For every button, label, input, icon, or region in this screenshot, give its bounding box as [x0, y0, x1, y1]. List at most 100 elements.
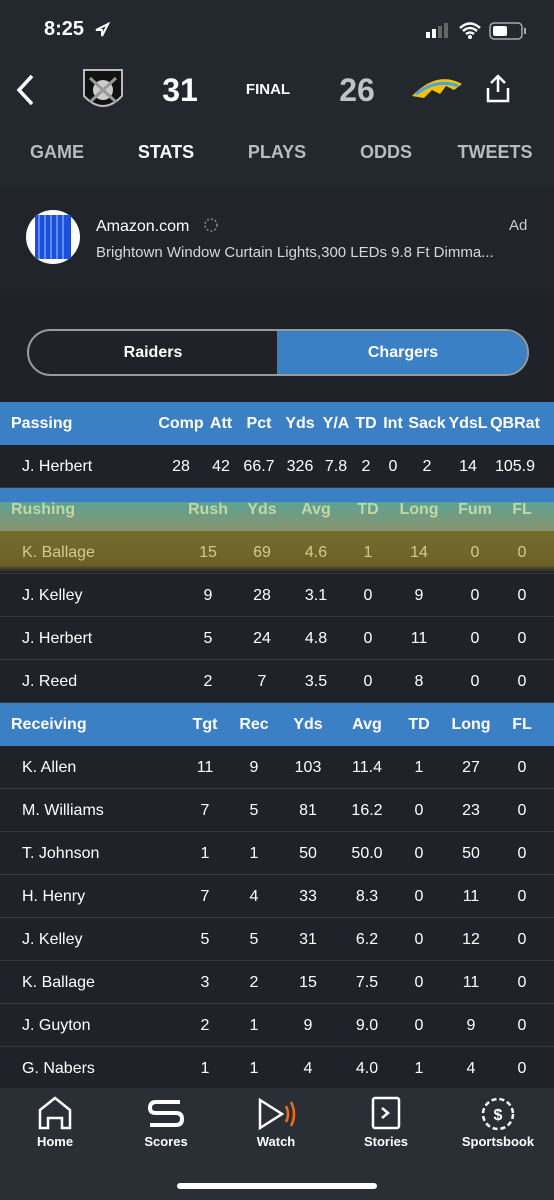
stat-value: 3.1 [304, 587, 328, 604]
column-header: Long [399, 501, 439, 518]
stat-value: 0 [363, 630, 373, 647]
column-header: Fum [458, 501, 492, 518]
tab[interactable]: ODDS [359, 142, 413, 162]
nav-item[interactable]: Watch [256, 1134, 296, 1149]
player-name[interactable]: M. Williams [22, 802, 104, 819]
stat-value: 31 [299, 931, 317, 948]
column-header: Comp [158, 415, 204, 432]
stat-value: 1 [249, 1060, 259, 1077]
stat-row: J. Reed 2 7 3.5 0 8 0 0 [0, 660, 554, 703]
column-header: TD [355, 415, 377, 432]
ad-advertiser: Amazon.com [96, 218, 190, 235]
player-name[interactable]: J. Reed [22, 673, 78, 690]
tab[interactable]: GAME [30, 142, 84, 162]
section-title: Receiving [11, 716, 87, 733]
stat-value: 50 [299, 845, 317, 862]
status-icons [426, 22, 526, 40]
tab[interactable]: TWEETS [457, 142, 533, 162]
stat-value: 0 [517, 544, 527, 561]
stat-value: 81 [299, 802, 317, 819]
column-header: Yds [293, 716, 323, 733]
stat-value: 0 [517, 759, 527, 776]
stat-row: J. Kelley 5 5 31 6.2 0 12 0 [0, 918, 554, 961]
nav-item[interactable]: Stories [363, 1134, 409, 1149]
player-name[interactable]: J. Kelley [22, 587, 83, 604]
stat-value: 16.2 [351, 802, 383, 819]
svg-text:$: $ [494, 1107, 503, 1124]
stat-value: 8.3 [355, 888, 379, 905]
player-name[interactable]: K. Allen [22, 759, 77, 776]
stat-row: K. Allen 11 9 103 11.4 1 27 0 [0, 746, 554, 789]
player-name[interactable]: G. Nabers [22, 1060, 95, 1077]
nav-item[interactable]: Sportsbook [461, 1134, 535, 1149]
player-name[interactable]: J. Guyton [22, 1017, 91, 1034]
section-header: Receiving Tgt Rec Yds Avg TD Long FL [0, 703, 554, 746]
column-header: Avg [301, 501, 331, 518]
stat-row: T. Johnson 1 1 50 50.0 0 50 0 [0, 832, 554, 875]
stat-value: 0 [517, 1060, 527, 1077]
stat-value: 0 [470, 630, 480, 647]
stat-value: 11 [410, 630, 428, 647]
back-button[interactable] [14, 74, 38, 106]
stat-value: 0 [517, 587, 527, 604]
clock: 8:25 [44, 18, 85, 40]
player-name[interactable]: J. Herbert [22, 630, 93, 647]
stat-value: 0 [517, 888, 527, 905]
ad-image [26, 210, 80, 264]
share-button[interactable] [484, 74, 512, 104]
stat-value: 0 [517, 802, 527, 819]
player-name[interactable]: K. Ballage [22, 544, 95, 561]
player-name[interactable]: J. Kelley [22, 931, 83, 948]
stat-value: 11 [196, 759, 214, 776]
stat-value: 9 [249, 759, 259, 776]
player-name[interactable]: J. Herbert [22, 458, 93, 475]
column-header: Rec [239, 716, 269, 733]
stat-value: 0 [363, 673, 373, 690]
stat-row: K. Ballage 3 2 15 7.5 0 11 0 [0, 961, 554, 1004]
chargers-logo [412, 79, 462, 98]
stat-value: 1 [249, 1017, 259, 1034]
nav-item[interactable]: Home [36, 1134, 74, 1149]
toggle-selected [277, 331, 527, 374]
stat-value: 11 [462, 974, 480, 991]
column-header: TD [357, 501, 379, 518]
stat-value: 0 [414, 974, 424, 991]
player-name[interactable]: T. Johnson [22, 845, 100, 862]
tab[interactable]: STATS [137, 142, 195, 162]
stat-value: 0 [470, 544, 480, 561]
stat-value: 3.5 [304, 673, 328, 690]
stat-value: 7.8 [324, 458, 348, 475]
player-name[interactable]: K. Ballage [22, 974, 95, 991]
stat-value: 0 [414, 1017, 424, 1034]
stat-value: 14 [459, 458, 477, 475]
stat-value: 50 [462, 845, 480, 862]
stat-value: 4.6 [304, 544, 328, 561]
stat-value: 1 [414, 759, 424, 776]
stat-value: 9 [303, 1017, 313, 1034]
stat-value: 0 [470, 587, 480, 604]
ad-banner[interactable] [0, 185, 554, 290]
game-status: FINAL [245, 81, 291, 98]
column-header: TD [408, 716, 430, 733]
team-option[interactable]: Chargers [367, 344, 439, 361]
ad-label: Ad [509, 217, 528, 234]
tab[interactable]: PLAYS [247, 142, 307, 162]
stat-value: 28 [253, 587, 271, 604]
stat-value: 6.2 [355, 931, 379, 948]
stat-value: 0 [363, 587, 373, 604]
stat-row: J. Kelley 9 28 3.1 0 9 0 0 [0, 574, 554, 617]
stat-value: 1 [414, 1060, 424, 1077]
nav-item[interactable]: Scores [144, 1134, 188, 1149]
stat-value: 7 [200, 888, 210, 905]
stat-value: 69 [253, 544, 271, 561]
stat-value: 2 [203, 673, 213, 690]
stat-value: 4 [249, 888, 259, 905]
stat-row: K. Ballage 15 69 4.6 1 14 0 0 [0, 531, 554, 574]
ad-info-icon [204, 218, 218, 232]
team-option[interactable]: Raiders [123, 344, 183, 361]
column-header: Y/A [322, 415, 350, 432]
section-header: Passing Comp Att Pct Yds Y/A TD Int Sack YdsL QBRa… [0, 402, 554, 445]
stat-value: 15 [199, 544, 217, 561]
column-header: QBRat [490, 415, 540, 432]
player-name[interactable]: H. Henry [22, 888, 86, 905]
